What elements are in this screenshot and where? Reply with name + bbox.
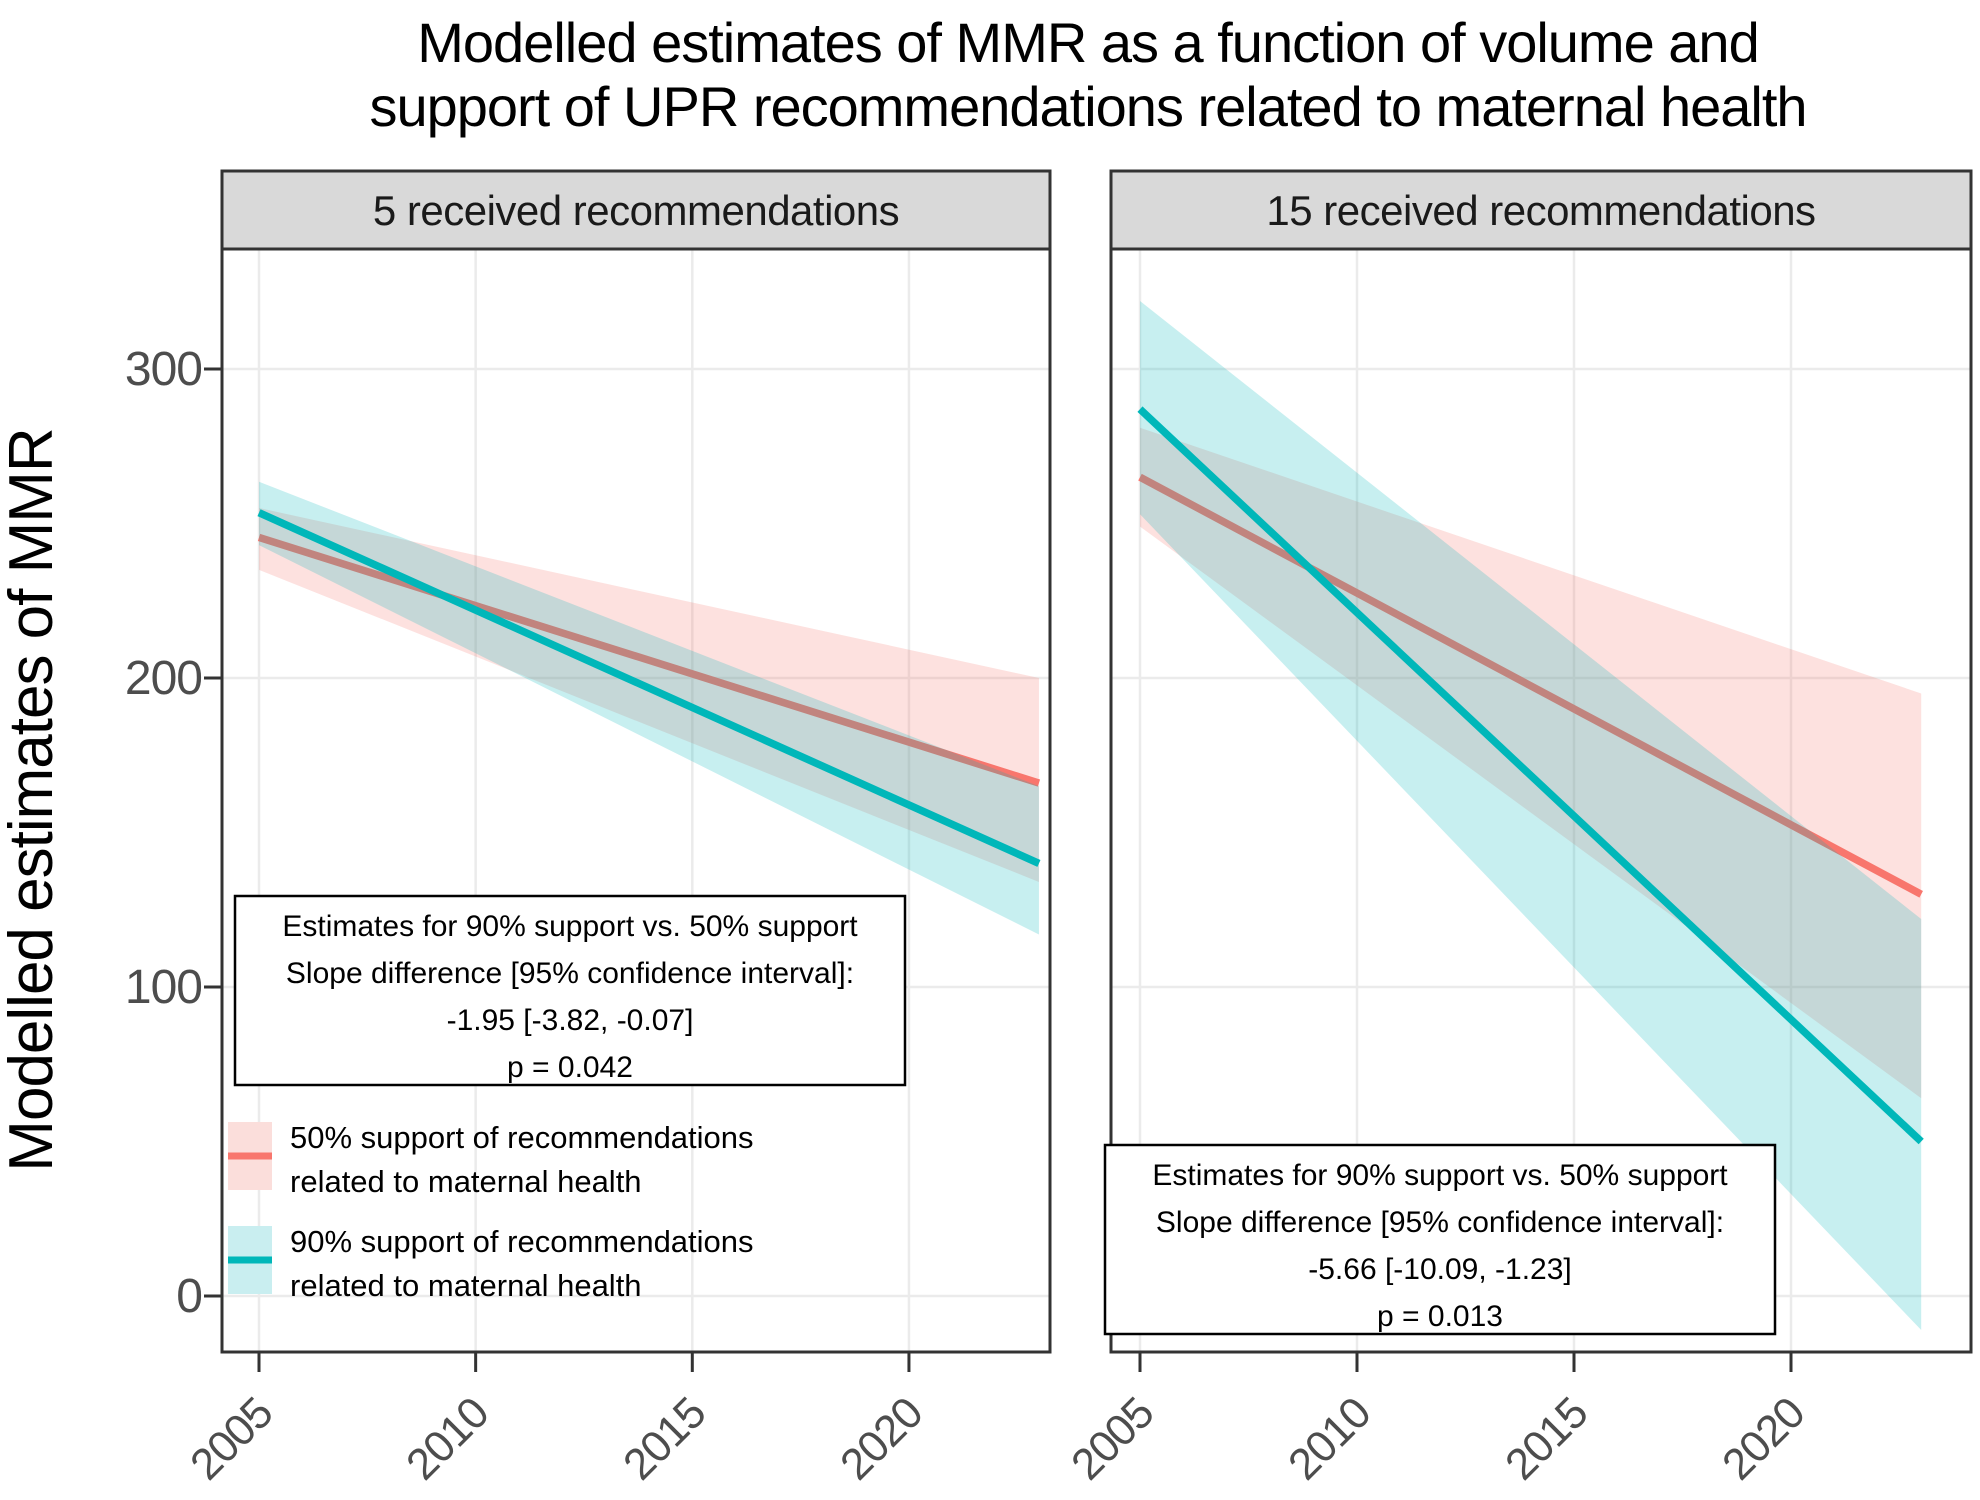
legend-entry-50-support: 50% support of recommendations related t…	[228, 1120, 754, 1199]
annotation-left-line-4: p = 0.042	[507, 1051, 633, 1084]
legend-entry-90-support: 90% support of recommendations related t…	[228, 1224, 754, 1303]
chart-title-line-1: Modelled estimates of MMR as a function …	[417, 11, 1758, 74]
annotation-left-line-2: Slope difference [95% confidence interva…	[286, 957, 854, 990]
legend-label-90-line-2: related to maternal health	[290, 1268, 642, 1303]
trend-line	[257, 509, 1041, 867]
annotation-right-line-1: Estimates for 90% support vs. 50% suppor…	[1152, 1159, 1728, 1192]
legend-label-50-line-2: related to maternal health	[290, 1164, 642, 1199]
legend-label-90-line-1: 90% support of recommendations	[290, 1224, 754, 1259]
trend-line	[1137, 406, 1924, 1145]
facet-label-left: 5 received recommendations	[373, 187, 899, 234]
annotation-box-right: Estimates for 90% support vs. 50% suppor…	[1103, 1143, 1777, 1336]
y-tick-label-100: 100	[125, 961, 202, 1014]
confidence-ribbon	[259, 481, 1039, 935]
facet-strip-right	[1109, 169, 1973, 251]
annotation-right-line-3: -5.66 [-10.09, -1.23]	[1308, 1253, 1572, 1286]
panel-data-layer	[257, 481, 1041, 935]
annotation-box-left: Estimates for 90% support vs. 50% suppor…	[233, 894, 907, 1087]
y-tick-label-0: 0	[176, 1270, 202, 1323]
chart-title-line-2: support of UPR recommendations related t…	[369, 75, 1806, 138]
annotation-box-right-frame	[1103, 1143, 1777, 1336]
annotation-left-line-3: -1.95 [-3.82, -0.07]	[447, 1004, 694, 1037]
annotation-box-left-frame	[233, 894, 907, 1087]
annotation-right-line-4: p = 0.013	[1377, 1300, 1503, 1333]
confidence-ribbon	[1140, 301, 1922, 1330]
y-tick-label-300: 300	[125, 343, 202, 396]
trend-line	[257, 533, 1041, 787]
legend: 50% support of recommendations related t…	[228, 1120, 754, 1303]
trend-line	[1138, 473, 1923, 898]
panel-data-layer	[1137, 301, 1924, 1330]
legend-label-50-line-1: 50% support of recommendations	[290, 1120, 754, 1155]
annotation-right-line-2: Slope difference [95% confidence interva…	[1156, 1206, 1724, 1239]
facet-strip-left	[220, 169, 1052, 251]
annotation-left-line-1: Estimates for 90% support vs. 50% suppor…	[282, 910, 858, 943]
facet-label-right: 15 received recommendations	[1266, 187, 1815, 234]
y-tick-label-200: 200	[125, 652, 202, 705]
y-axis-title: Modelled estimates of MMR	[0, 428, 66, 1171]
